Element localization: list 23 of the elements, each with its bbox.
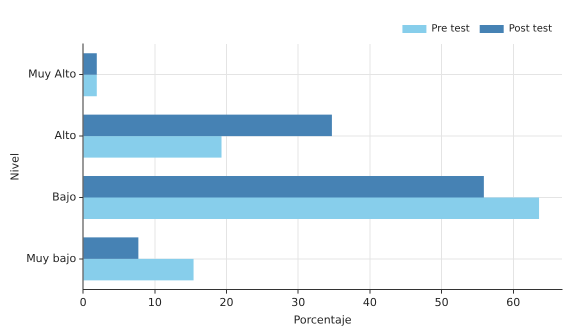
x-tick-label: 10 <box>148 296 162 310</box>
bar <box>84 237 138 259</box>
y-axis-title: Nivel <box>8 152 22 181</box>
x-tick-label: 60 <box>506 296 520 310</box>
bar <box>84 258 194 280</box>
bar <box>84 114 332 136</box>
bar <box>84 136 222 158</box>
x-tick-label: 0 <box>80 296 87 310</box>
x-tick-label: 40 <box>362 296 377 310</box>
y-tick-label: Muy bajo <box>26 252 76 265</box>
x-tick-label: 30 <box>291 296 306 310</box>
x-tick-label: 50 <box>434 296 449 310</box>
legend-label: Pre test <box>431 24 470 35</box>
bar <box>84 176 484 198</box>
y-tick-label: Muy Alto <box>28 68 76 81</box>
x-axis-title: Porcentaje <box>294 313 352 326</box>
x-tick-label: 20 <box>220 296 234 310</box>
legend-label: Post test <box>508 24 552 35</box>
y-tick-label: Bajo <box>52 190 76 204</box>
bar <box>84 74 97 96</box>
bar <box>84 53 97 75</box>
bar <box>84 198 540 219</box>
y-tick-label: Alto <box>54 128 76 142</box>
